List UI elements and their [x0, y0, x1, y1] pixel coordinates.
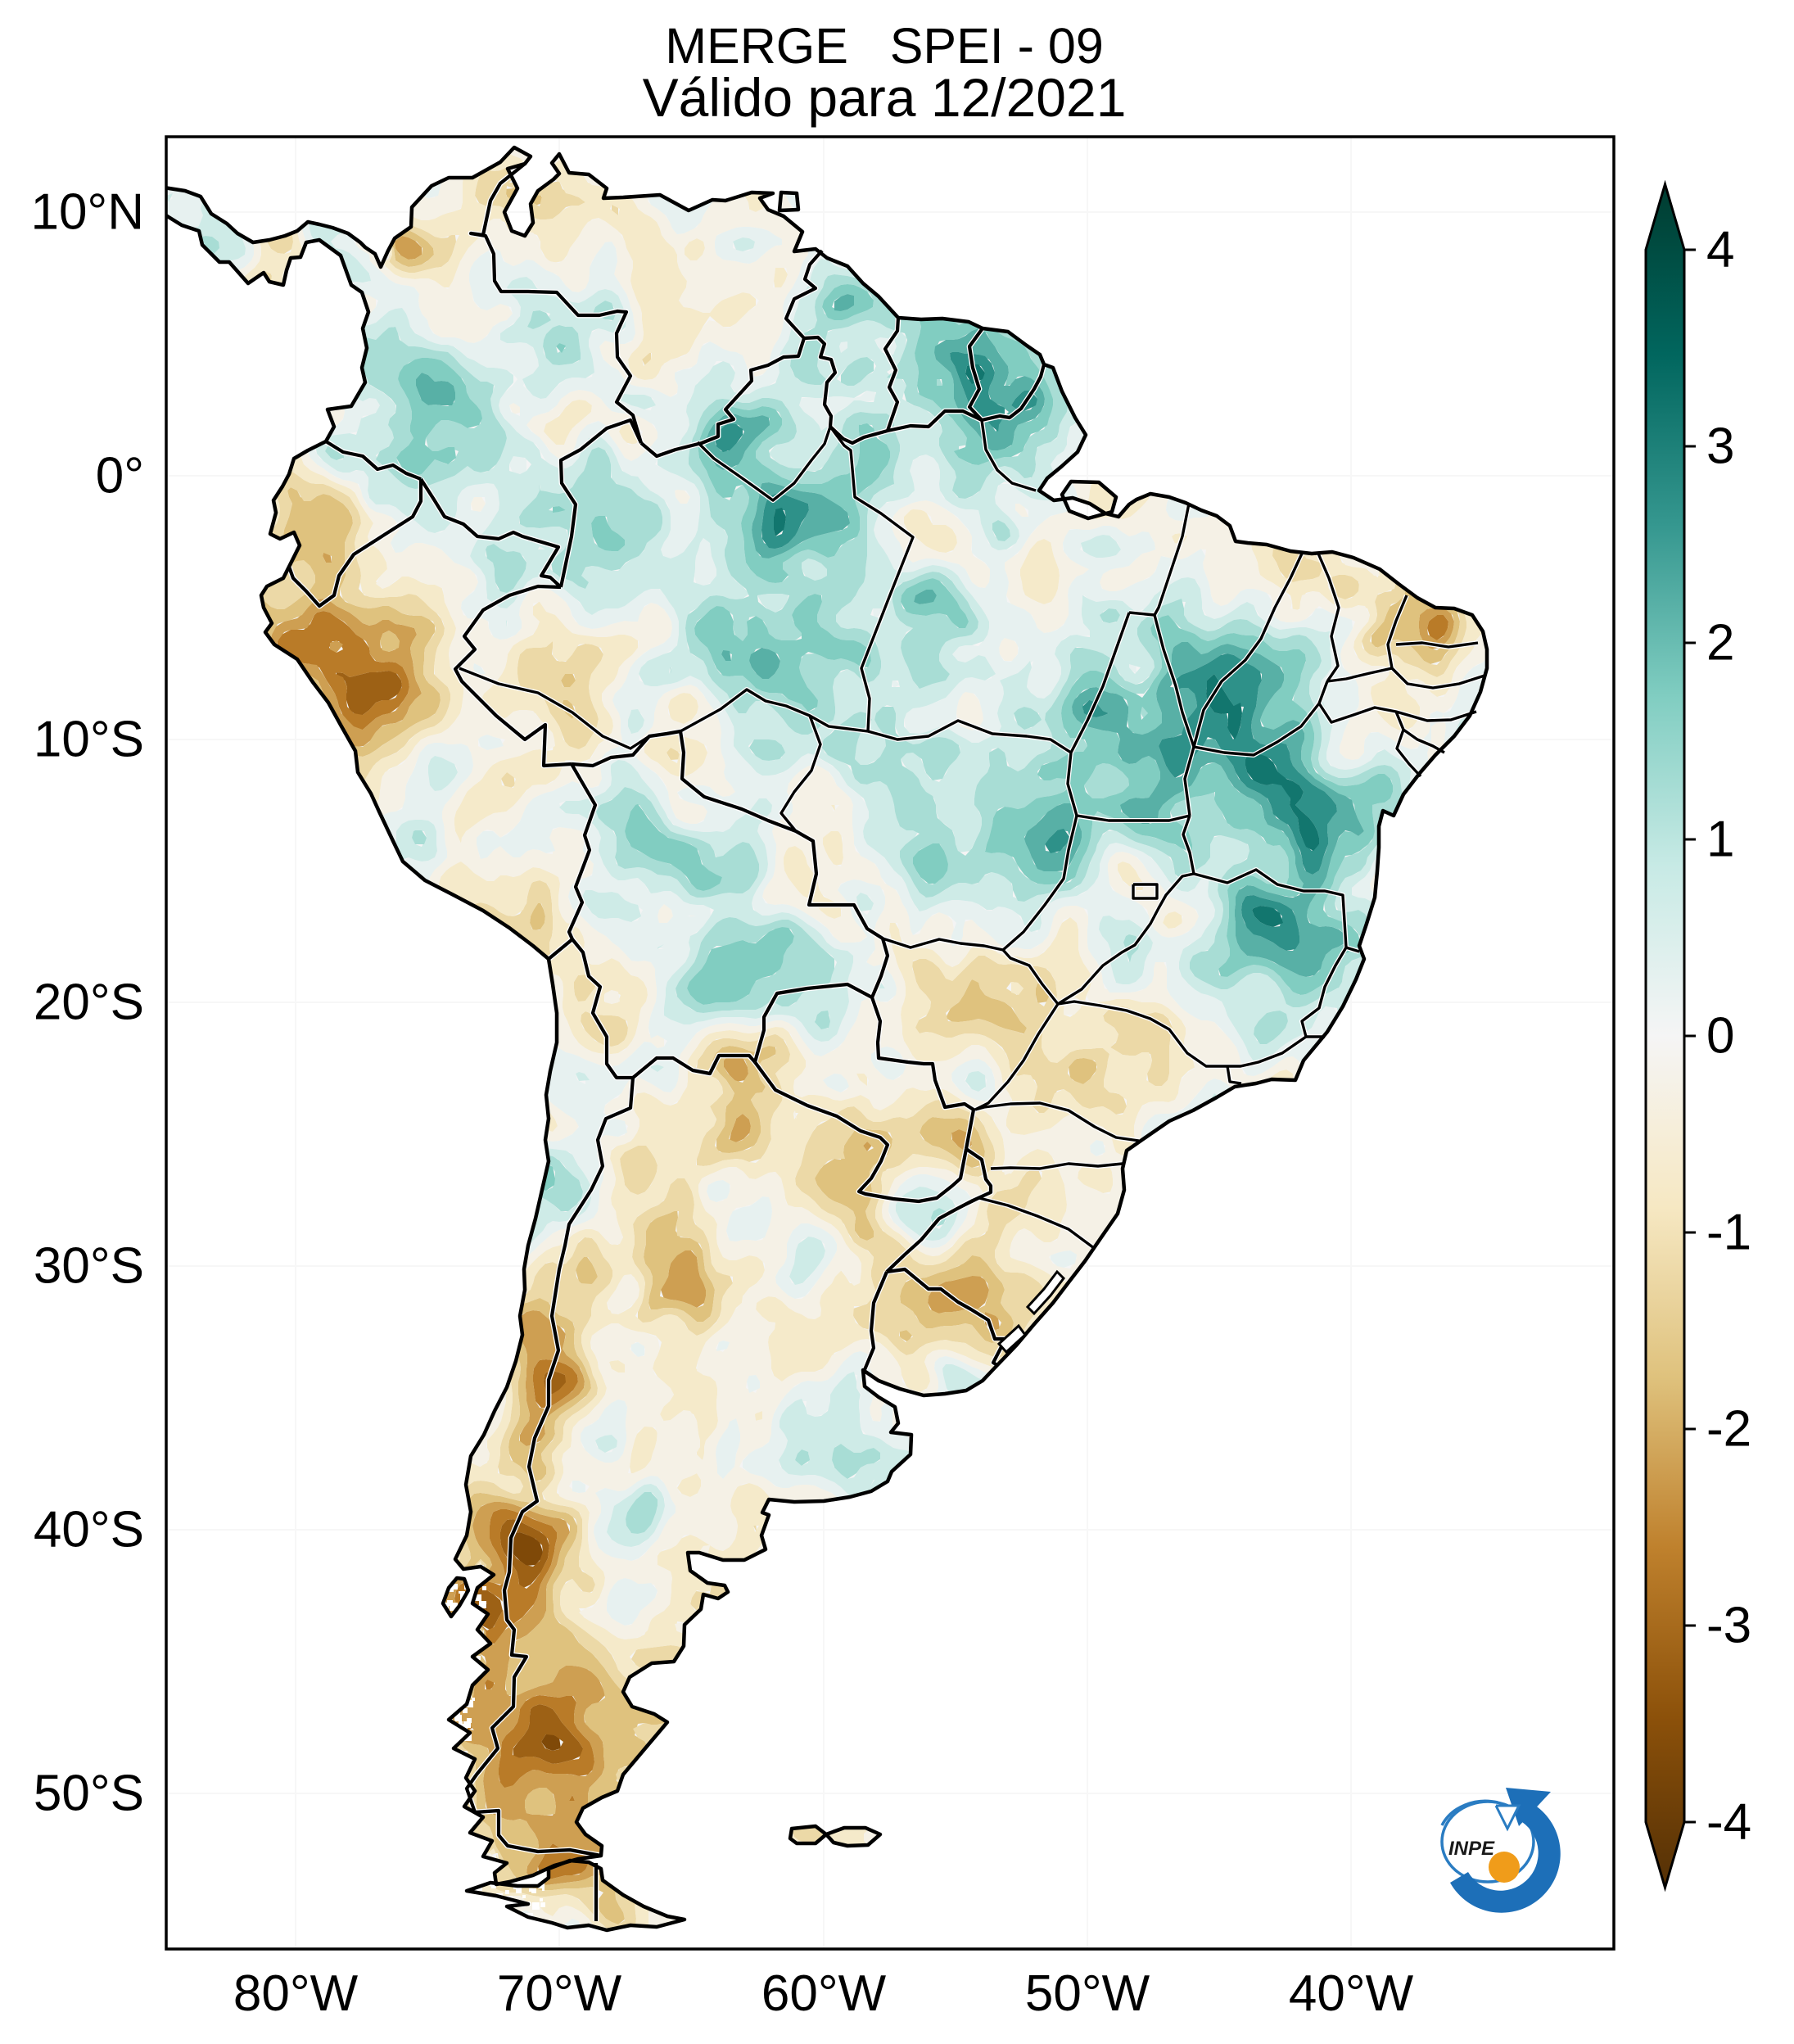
svg-text:3: 3 — [1706, 418, 1734, 475]
svg-text:-4: -4 — [1706, 1794, 1751, 1851]
svg-text:30°S: 30°S — [34, 1238, 144, 1295]
svg-text:50°S: 50°S — [34, 1766, 144, 1822]
svg-text:4: 4 — [1706, 222, 1734, 278]
svg-text:0°: 0° — [96, 448, 144, 504]
svg-text:20°S: 20°S — [34, 975, 144, 1031]
svg-text:INPE: INPE — [1448, 1838, 1495, 1860]
svg-text:60°W: 60°W — [761, 1965, 887, 2022]
svg-text:2: 2 — [1706, 615, 1734, 672]
svg-text:-3: -3 — [1706, 1598, 1751, 1654]
svg-text:80°W: 80°W — [233, 1965, 359, 2022]
svg-text:40°S: 40°S — [34, 1502, 144, 1558]
svg-text:70°W: 70°W — [497, 1965, 622, 2022]
svg-text:10°N: 10°N — [30, 184, 144, 241]
svg-text:10°S: 10°S — [34, 712, 144, 768]
svg-text:50°W: 50°W — [1025, 1965, 1150, 2022]
svg-text:0: 0 — [1706, 1008, 1734, 1065]
svg-text:-2: -2 — [1706, 1401, 1751, 1458]
svg-text:1: 1 — [1706, 812, 1734, 868]
svg-text:Válido para 12/2021: Válido para 12/2021 — [643, 67, 1127, 128]
svg-text:40°W: 40°W — [1289, 1965, 1414, 2022]
svg-text:-1: -1 — [1706, 1205, 1751, 1261]
svg-text:MERGE SPEI - 09: MERGE SPEI - 09 — [665, 18, 1104, 74]
